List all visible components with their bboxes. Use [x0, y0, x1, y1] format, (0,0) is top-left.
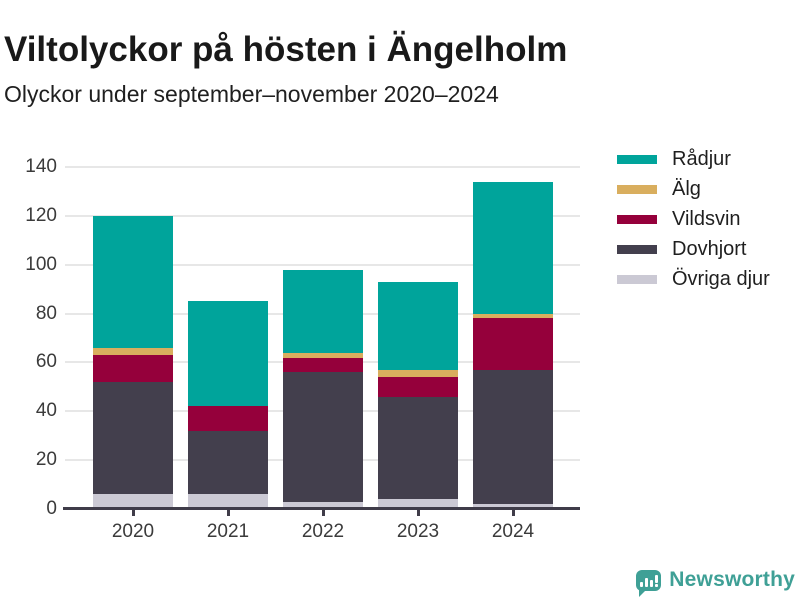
legend-label: Rådjur: [672, 147, 731, 170]
x-axis-tick-label: 2020: [111, 521, 155, 542]
bar-segment-vildsvin-2020: [93, 355, 173, 382]
x-axis-tick: [321, 510, 325, 516]
x-axis-tick-label: 2022: [301, 521, 345, 542]
bar-segment-dovhjort-2022: [283, 372, 363, 502]
legend-item-vildsvin: Vildsvin: [617, 208, 770, 230]
bar-segment--lg-2024: [473, 313, 553, 319]
bar-segment-vildsvin-2022: [283, 357, 363, 373]
y-axis-tick-label: 60: [35, 351, 57, 373]
logo-bar-icon: [639, 581, 643, 587]
x-axis-line: [63, 507, 580, 510]
bar-segment--vriga-djur-2024: [473, 504, 553, 509]
x-axis-tick-label: 2023: [396, 521, 440, 542]
bar-segment--vriga-djur-2020: [93, 494, 173, 509]
x-axis-tick: [131, 510, 135, 516]
bar-segment--vriga-djur-2022: [283, 501, 363, 509]
bar-segment-vildsvin-2023: [378, 377, 458, 397]
logo-bar-icon: [649, 579, 653, 587]
bar-segment--lg-2023: [378, 369, 458, 378]
legend-swatch-icon: [617, 154, 657, 164]
x-axis-tick: [416, 510, 420, 516]
y-axis-tick-label: 120: [25, 204, 57, 226]
newsworthy-bar-chart-speech-bubble-icon: [636, 569, 662, 597]
legend-item--vriga-djur: Övriga djur: [617, 268, 770, 290]
bar-segment-r-djur-2023: [378, 281, 458, 370]
brand-name: Newsworthy: [669, 568, 795, 591]
legend-item-dovhjort: Dovhjort: [617, 238, 770, 260]
bar-segment-dovhjort-2024: [473, 369, 553, 505]
legend-swatch-icon: [617, 214, 657, 224]
bar-segment-vildsvin-2021: [188, 406, 268, 431]
bar-segment-r-djur-2022: [283, 269, 363, 353]
logo-bar-icon: [644, 577, 648, 587]
legend-label: Vildsvin: [672, 207, 741, 230]
chart-title: Viltolyckor på hösten i Ängelholm: [4, 30, 568, 70]
logo-exclamation-icon: [654, 574, 658, 587]
chart-subtitle: Olyckor under september–november 2020–20…: [4, 81, 499, 107]
bar-segment-dovhjort-2020: [93, 381, 173, 495]
bar-segment-r-djur-2020: [93, 215, 173, 348]
gridline: [65, 166, 580, 168]
legend-swatch-icon: [617, 274, 657, 284]
bar-segment--vriga-djur-2021: [188, 494, 268, 509]
legend: Rådjur Älg Vildsvin Dovhjort Övriga djur: [617, 148, 770, 298]
newsworthy-logo: Newsworthy: [636, 568, 795, 597]
bar-segment-dovhjort-2023: [378, 396, 458, 500]
legend-label: Övriga djur: [672, 267, 770, 290]
bar-segment-r-djur-2021: [188, 301, 268, 407]
x-axis-tick: [511, 510, 515, 516]
bar-segment--vriga-djur-2023: [378, 499, 458, 509]
y-axis-tick-label: 140: [25, 156, 57, 177]
y-axis-tick-label: 80: [35, 302, 57, 324]
y-axis-tick-label: 0: [46, 498, 57, 519]
bar-segment--lg-2022: [283, 352, 363, 358]
gridline: [65, 214, 580, 217]
y-axis-tick-label: 20: [35, 449, 57, 471]
y-axis-tick-label: 100: [25, 253, 57, 275]
bar-segment--lg-2020: [93, 347, 173, 356]
x-axis-tick-label: 2021: [206, 521, 250, 542]
legend-item--lg: Älg: [617, 178, 770, 200]
legend-swatch-icon: [617, 184, 657, 194]
bar-segment-r-djur-2024: [473, 181, 553, 314]
bar-segment-dovhjort-2021: [188, 430, 268, 495]
legend-label: Dovhjort: [672, 237, 747, 260]
bar-segment-vildsvin-2024: [473, 318, 553, 370]
legend-swatch-icon: [617, 244, 657, 254]
x-axis-tick-label: 2024: [491, 521, 535, 542]
gridline: [65, 263, 580, 266]
legend-item-r-djur: Rådjur: [617, 148, 770, 170]
x-axis-tick: [226, 510, 230, 516]
legend-label: Älg: [672, 177, 701, 200]
y-axis-tick-label: 40: [35, 400, 57, 422]
